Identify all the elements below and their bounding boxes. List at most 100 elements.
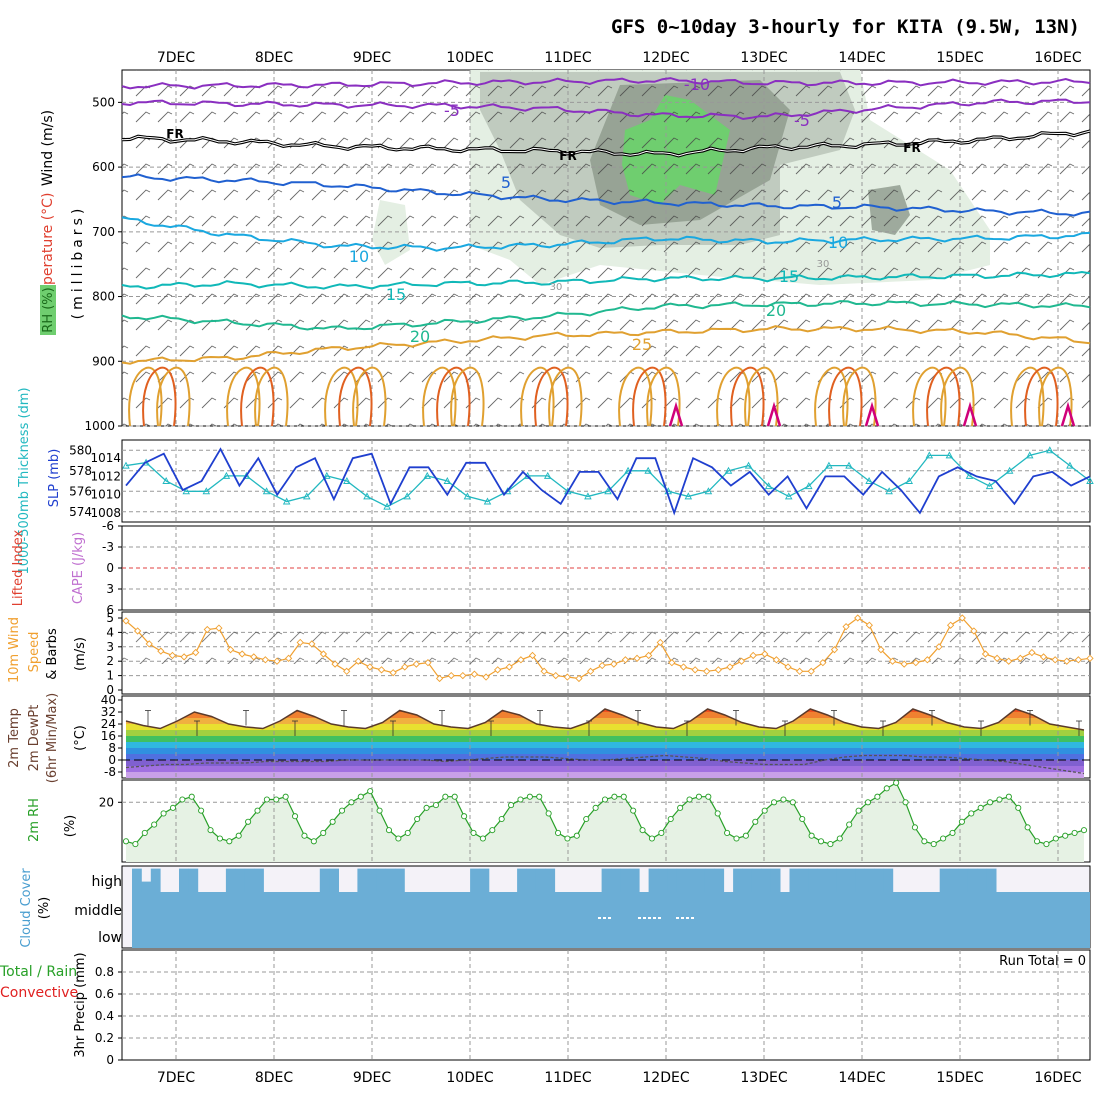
wind-speed-marker — [1005, 657, 1013, 665]
thickness-marker — [1005, 466, 1014, 474]
ytick-label: 3 — [106, 640, 114, 654]
thickness-marker — [122, 461, 130, 469]
rh2m-marker — [385, 827, 393, 834]
rh2m-marker — [498, 815, 505, 823]
ytick-label: 40 — [101, 693, 116, 707]
day-label-top: 7DEC — [157, 50, 196, 66]
ylabel-minmax: (6hr Min/Max) — [45, 693, 60, 783]
wind-speed-marker — [238, 650, 246, 658]
temp-band-group — [126, 709, 1084, 778]
rh2m-marker — [235, 832, 242, 839]
upper-yticks: 500 600 700 800 900 1000 — [84, 95, 122, 433]
rh2m-marker — [1080, 827, 1088, 834]
wind-speed-marker — [494, 666, 502, 674]
ytick-label: 6 — [106, 603, 114, 617]
wind-speed-marker — [1051, 656, 1059, 664]
rh2m-marker — [263, 796, 270, 803]
ylabel-lifted-index: Lifted Index — [11, 529, 26, 606]
rh2m-marker — [658, 829, 665, 836]
ytick-label: -6 — [102, 519, 114, 533]
wind-speed-marker — [749, 651, 757, 660]
surface-contour — [1038, 366, 1073, 427]
isotherm-label: -5 — [794, 111, 810, 130]
temp-band — [126, 748, 1084, 755]
rh2m-marker — [207, 827, 214, 834]
wind-speed-marker — [215, 624, 223, 632]
rh2m-marker — [611, 793, 618, 800]
wind-speed-marker — [424, 659, 432, 667]
ylabel-wind-unit: (m/s) — [73, 637, 88, 671]
day-label-bottom: 10DEC — [446, 1070, 493, 1086]
cloud-high-bar — [977, 868, 988, 892]
thickness-marker — [483, 497, 492, 505]
surface-contour-hot — [1060, 401, 1076, 427]
ylabel-dewpt: 2m DewPt — [27, 705, 42, 772]
wind-speed-marker — [865, 621, 873, 629]
cloud-high-bar — [817, 868, 828, 892]
wind-speed-marker — [703, 667, 711, 675]
cloud-high-bar — [789, 868, 800, 892]
wind-speed-marker — [412, 660, 420, 668]
isotherm-label: -5 — [444, 101, 460, 120]
wind-speed-marker — [691, 666, 699, 674]
isotherm-label: 20 — [766, 301, 786, 320]
wind-speed-marker — [540, 667, 548, 675]
ytick-slp: 1012 — [90, 469, 121, 483]
rh2m-marker — [122, 838, 130, 845]
wind-speed-marker — [958, 614, 966, 622]
surface-contour-hot — [962, 401, 978, 427]
thickness-marker — [584, 492, 592, 500]
surface-contour — [254, 366, 289, 427]
day-label-bottom: 12DEC — [642, 1070, 689, 1086]
thickness-marker — [182, 487, 191, 495]
temp-band — [126, 709, 1084, 713]
rh2m-marker — [780, 796, 787, 803]
rh2m-marker — [357, 793, 364, 800]
rh2m-marker — [695, 793, 702, 800]
wind-speed-marker — [830, 646, 839, 654]
cape-panel: -6 -3 0 3 6 Lifted Index CAPE (J/kg) — [11, 519, 1091, 617]
cloud-high-bar — [827, 868, 837, 892]
wind-speed-marker — [888, 657, 897, 665]
rh2m-marker — [705, 793, 712, 800]
rh2m-marker — [752, 818, 759, 825]
wind-speed-marker — [226, 646, 235, 654]
day-label-top: 15DEC — [936, 50, 983, 66]
rh2m-marker — [958, 818, 965, 825]
cloud-high-bar — [714, 868, 725, 892]
cloud-high-bar — [742, 868, 753, 892]
temp-band — [126, 742, 1084, 749]
thickness-marker — [162, 477, 170, 484]
ytick-label: 24 — [101, 717, 116, 731]
ylabel-rh: RH (%) — [41, 287, 56, 332]
ylabel-wind-barbs: & Barbs — [45, 628, 60, 680]
rh2m-marker — [864, 799, 872, 806]
ylabel-thickness: 1000-500mb Thickness (dm) — [17, 387, 32, 574]
rh2m-marker — [639, 827, 646, 834]
wind-speed-marker — [970, 627, 978, 635]
isotherm-label: 10 — [349, 247, 369, 266]
day-label-top: 12DEC — [642, 50, 689, 66]
wind-speed-marker — [610, 660, 618, 668]
wind-speed-marker — [168, 651, 177, 660]
rh2m-marker — [404, 829, 411, 836]
thickness-marker — [302, 492, 311, 500]
wind-speed-marker — [784, 663, 792, 671]
rh2m-marker — [686, 796, 693, 803]
rh2m-marker — [1033, 838, 1041, 845]
cloud-high-bar — [939, 868, 950, 892]
isotherm-label: 15 — [386, 285, 406, 304]
precip-run-total: Run Total = 0 — [999, 954, 1086, 969]
rh2m-marker — [733, 835, 740, 842]
ytick-label: 0 — [108, 753, 116, 767]
surface-contour — [548, 366, 583, 427]
ylabel-rh2m-unit: (%) — [63, 815, 78, 838]
ytick-label: 3 — [106, 582, 114, 596]
temp-band — [126, 724, 1084, 731]
cloud-high-bar — [395, 868, 405, 892]
surface-contour — [338, 366, 373, 427]
ytick-label: 0.4 — [95, 1009, 114, 1023]
rh2m-marker — [940, 835, 947, 842]
wind-speed-marker — [180, 653, 188, 661]
isotherm-label: FR — [166, 127, 183, 141]
